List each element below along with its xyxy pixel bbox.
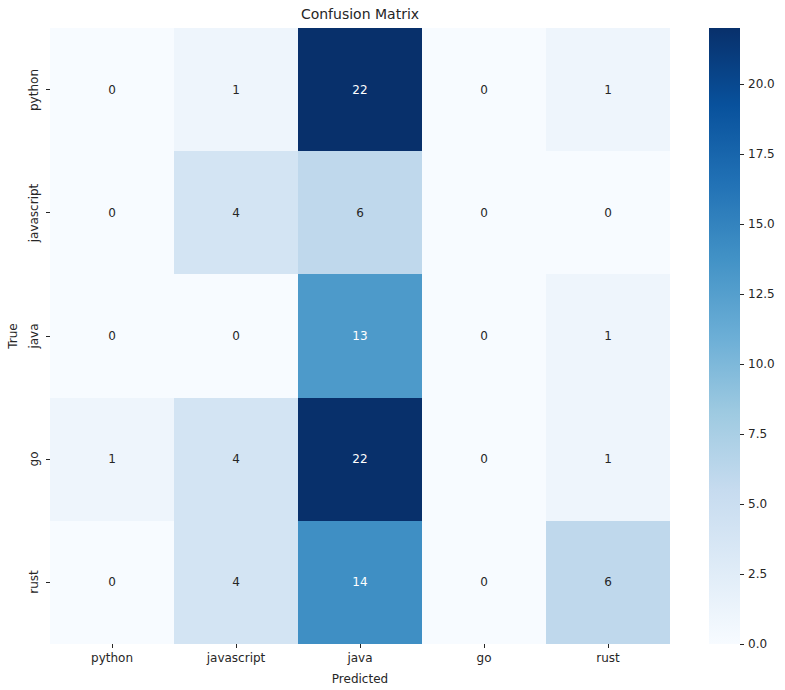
colorbar-tick-label: 5.0 bbox=[748, 497, 767, 511]
heatmap-cell-value: 4 bbox=[232, 576, 240, 588]
confusion-matrix-figure: Confusion Matrix True 0 1 22 0 1 0 4 6 0 0 0 0 13 0 1 1… bbox=[0, 0, 785, 690]
colorbar-tick-mark bbox=[740, 574, 744, 575]
heatmap-cell-value: 6 bbox=[604, 576, 612, 588]
heatmap-cell-value: 0 bbox=[108, 576, 116, 588]
colorbar-tick-label: 7.5 bbox=[748, 427, 767, 441]
colorbar-tick-mark bbox=[740, 224, 744, 225]
heatmap-cell-value: 0 bbox=[108, 330, 116, 342]
x-axis-label: Predicted bbox=[332, 672, 388, 686]
heatmap-cell-value: 1 bbox=[604, 84, 612, 96]
heatmap-cell-value: 14 bbox=[352, 576, 367, 588]
x-tick-label: java bbox=[347, 651, 372, 665]
chart-title: Confusion Matrix bbox=[50, 6, 670, 22]
heatmap-cell-value: 13 bbox=[352, 330, 367, 342]
heatmap-cell: 1 bbox=[50, 398, 174, 521]
heatmap-cell: 0 bbox=[422, 398, 546, 521]
heatmap-cell-value: 1 bbox=[604, 330, 612, 342]
colorbar-tick-mark bbox=[740, 364, 744, 365]
heatmap-cell-value: 22 bbox=[352, 453, 367, 465]
colorbar-tick-mark bbox=[740, 84, 744, 85]
colorbar-tick-label: 20.0 bbox=[748, 77, 775, 91]
heatmap-cell: 6 bbox=[546, 521, 670, 644]
colorbar-tick-mark bbox=[740, 294, 744, 295]
x-tick-mark bbox=[608, 644, 609, 648]
heatmap-cell-value: 1 bbox=[108, 453, 116, 465]
x-tick-label: javascript bbox=[207, 651, 266, 665]
x-tick-label: python bbox=[91, 651, 133, 665]
heatmap-cell: 1 bbox=[174, 28, 298, 151]
heatmap-cell: 0 bbox=[50, 28, 174, 151]
heatmap-cell: 0 bbox=[546, 151, 670, 274]
heatmap-cell-value: 0 bbox=[480, 576, 488, 588]
heatmap-cell-value: 1 bbox=[232, 84, 240, 96]
x-tick-label: go bbox=[477, 651, 492, 665]
y-tick-label: python bbox=[27, 69, 41, 111]
colorbar-tick-mark bbox=[740, 434, 744, 435]
y-tick-mark bbox=[46, 212, 50, 213]
y-tick-mark bbox=[46, 582, 50, 583]
heatmap-cell-value: 1 bbox=[604, 453, 612, 465]
heatmap-cell-value: 0 bbox=[480, 453, 488, 465]
y-tick-label: rust bbox=[27, 571, 41, 595]
heatmap-cell: 0 bbox=[422, 151, 546, 274]
y-tick-label: java bbox=[27, 323, 41, 348]
y-tick-mark bbox=[46, 336, 50, 337]
heatmap-cell-value: 6 bbox=[356, 207, 364, 219]
heatmap-cell: 4 bbox=[174, 151, 298, 274]
heatmap-cell: 0 bbox=[422, 274, 546, 397]
colorbar-tick-mark bbox=[740, 154, 744, 155]
colorbar-tick-label: 15.0 bbox=[748, 217, 775, 231]
heatmap-cell: 0 bbox=[50, 151, 174, 274]
y-tick-mark bbox=[46, 89, 50, 90]
heatmap-cell: 1 bbox=[546, 28, 670, 151]
colorbar-tick-label: 17.5 bbox=[748, 147, 775, 161]
y-axis-label: True bbox=[6, 323, 20, 349]
heatmap-cell: 0 bbox=[50, 521, 174, 644]
heatmap-cell: 6 bbox=[298, 151, 422, 274]
heatmap-cell-value: 0 bbox=[604, 207, 612, 219]
y-tick-label: go bbox=[27, 452, 41, 467]
heatmap-cell-value: 0 bbox=[108, 84, 116, 96]
heatmap-cell-value: 4 bbox=[232, 207, 240, 219]
heatmap-cell: 1 bbox=[546, 274, 670, 397]
heatmap-grid: 01220104600001301142201041406 bbox=[50, 28, 670, 644]
x-tick-label: rust bbox=[596, 651, 620, 665]
heatmap-cell-value: 0 bbox=[232, 330, 240, 342]
heatmap-cell: 4 bbox=[174, 521, 298, 644]
heatmap-cell: 1 bbox=[546, 398, 670, 521]
colorbar-tick-label: 2.5 bbox=[748, 567, 767, 581]
x-tick-mark bbox=[236, 644, 237, 648]
colorbar bbox=[709, 28, 740, 644]
heatmap-cell-value: 0 bbox=[480, 84, 488, 96]
heatmap-cell: 0 bbox=[174, 274, 298, 397]
x-tick-mark bbox=[360, 644, 361, 648]
colorbar-tick-label: 0.0 bbox=[748, 637, 767, 651]
heatmap-cell-value: 4 bbox=[232, 453, 240, 465]
y-tick-mark bbox=[46, 459, 50, 460]
heatmap-cell: 22 bbox=[298, 28, 422, 151]
y-tick-label: javascript bbox=[27, 184, 41, 243]
heatmap-cell-value: 0 bbox=[480, 330, 488, 342]
heatmap-cell: 13 bbox=[298, 274, 422, 397]
heatmap-cell: 0 bbox=[422, 28, 546, 151]
heatmap-cell: 0 bbox=[422, 521, 546, 644]
heatmap-cell: 4 bbox=[174, 398, 298, 521]
colorbar-tick-mark bbox=[740, 504, 744, 505]
heatmap-cell: 14 bbox=[298, 521, 422, 644]
colorbar-tick-label: 12.5 bbox=[748, 287, 775, 301]
heatmap-cell: 0 bbox=[50, 274, 174, 397]
heatmap-cell: 22 bbox=[298, 398, 422, 521]
colorbar-tick-label: 10.0 bbox=[748, 357, 775, 371]
heatmap-cell-value: 0 bbox=[480, 207, 488, 219]
heatmap-cell-value: 22 bbox=[352, 84, 367, 96]
x-tick-mark bbox=[484, 644, 485, 648]
x-tick-mark bbox=[112, 644, 113, 648]
heatmap-cell-value: 0 bbox=[108, 207, 116, 219]
colorbar-tick-mark bbox=[740, 644, 744, 645]
